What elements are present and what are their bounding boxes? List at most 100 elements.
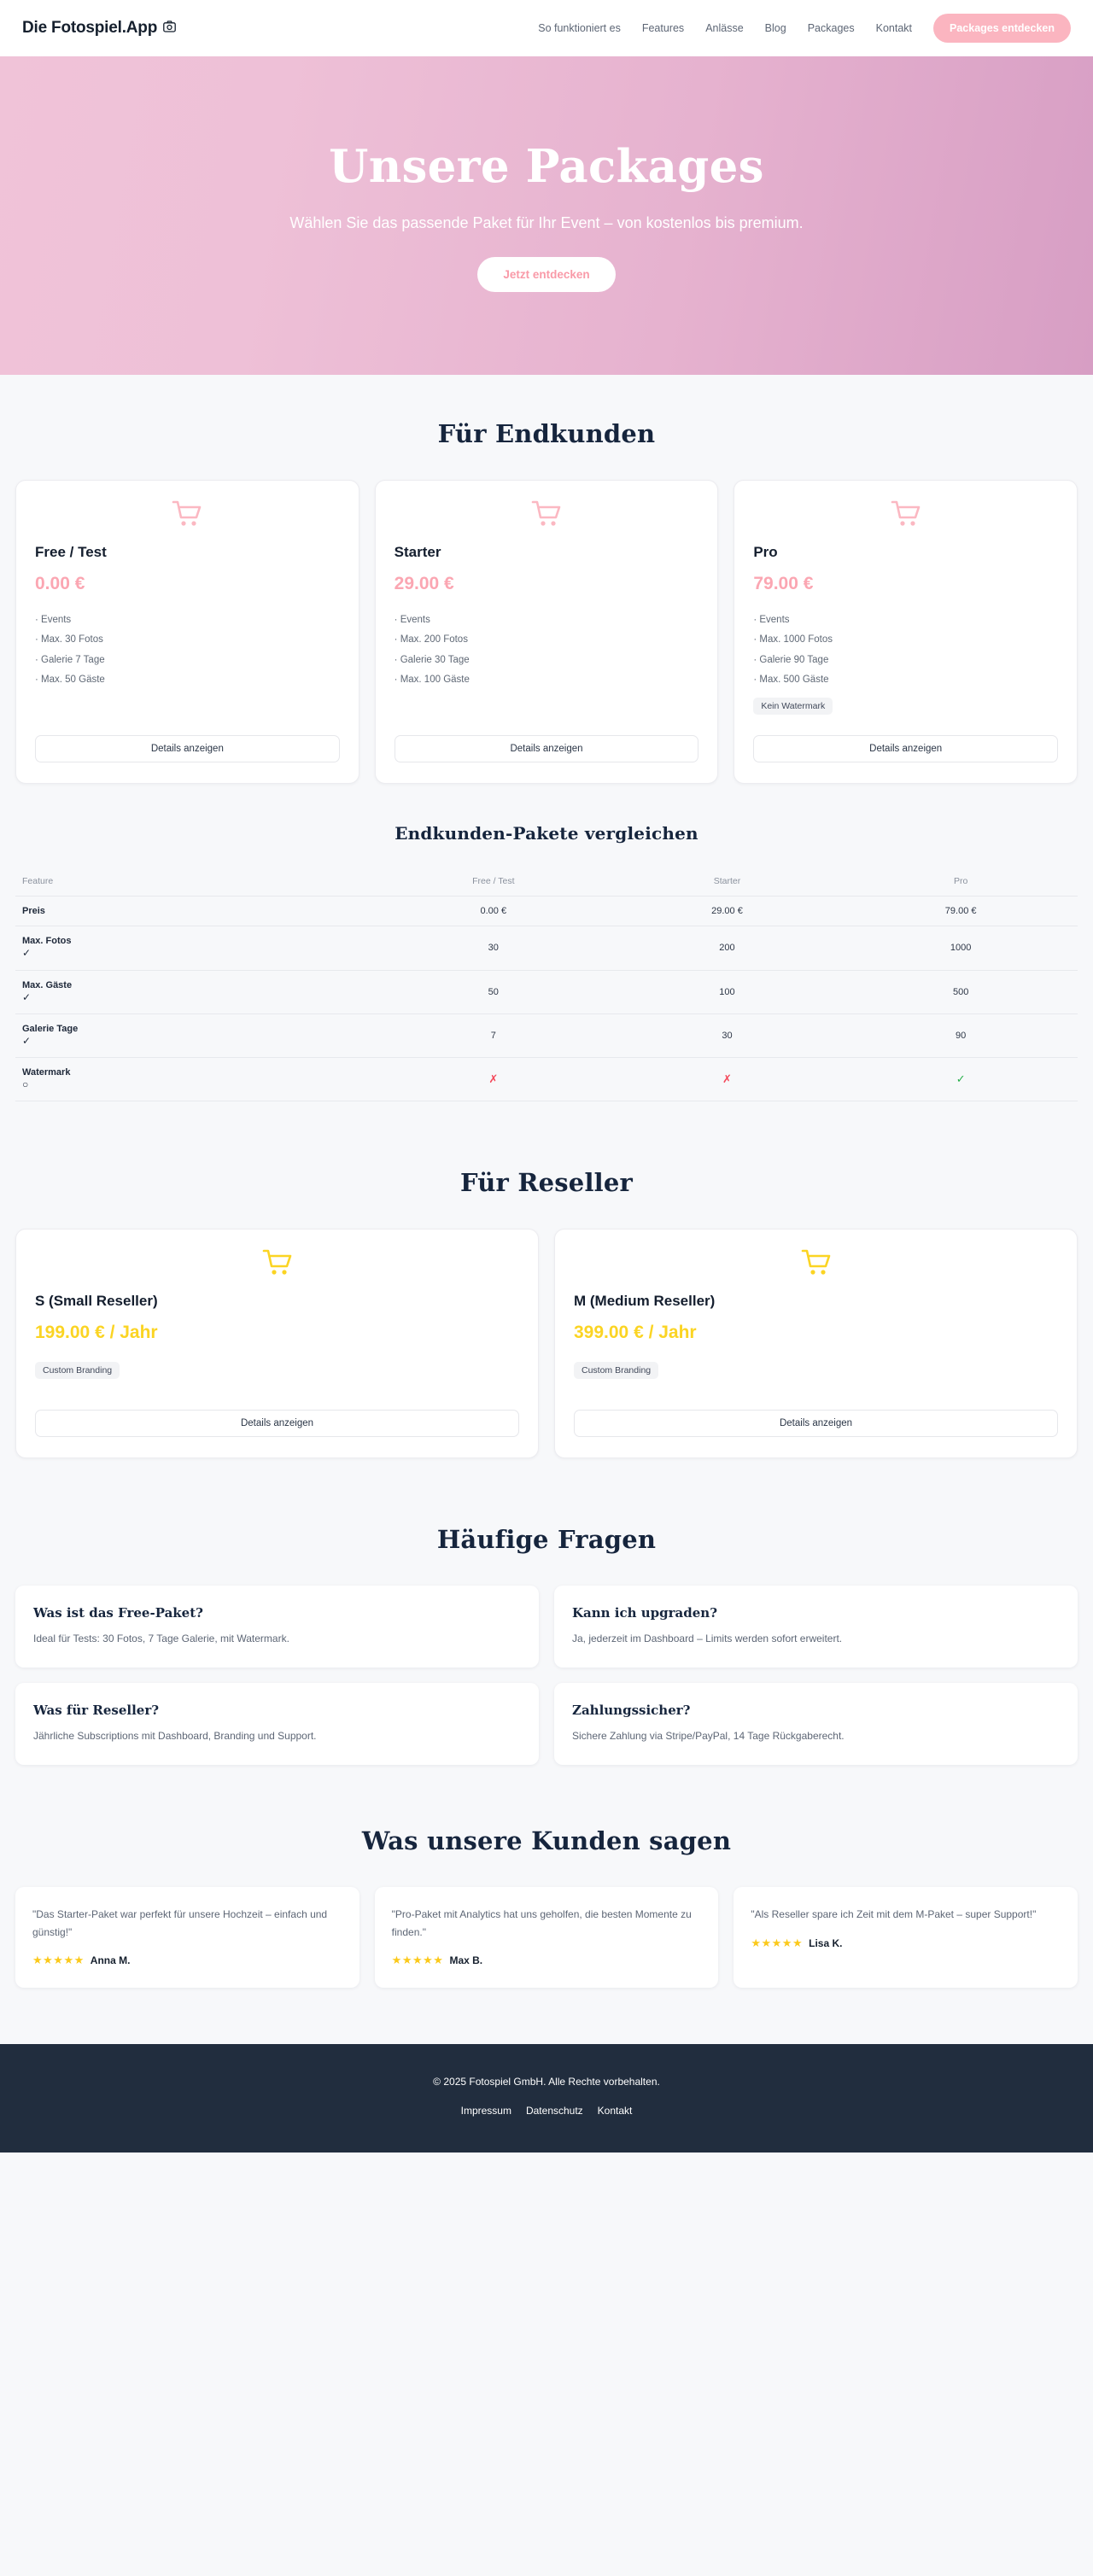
nav-item-kontakt[interactable]: Kontakt [875,22,912,34]
row-value-cell: 29.00 € [610,896,845,927]
endkunden-card-list: Free / Test 0.00 € · Events · Max. 30 Fo… [15,480,1078,785]
circle-icon: ○ [22,1078,29,1090]
card-title: Starter [394,544,441,560]
row-value-cell: ✗ [610,1057,845,1102]
faq-answer: Sichere Zahlung via Stripe/PayPal, 14 Ta… [572,1730,845,1743]
details-anzeigen-button[interactable]: Details anzeigen [35,735,340,763]
testimonial-quote: "Pro-Paket mit Analytics hat uns geholfe… [391,1908,692,1938]
nav-item-packages[interactable]: Packages [807,22,855,34]
table-row: Preis 0.00 € 29.00 € 79.00 € [15,896,1078,927]
testimonial-quote: "Als Reseller spare ich Zeit mit dem M-P… [751,1908,1037,1921]
pricing-card-starter[interactable]: Starter 29.00 € · Events · Max. 200 Foto… [374,480,719,785]
details-anzeigen-button[interactable]: Details anzeigen [35,1410,519,1438]
endkunden-section: Für Endkunden Free / Test 0.00 € · Event… [0,375,1093,785]
row-feature-cell: Watermark ○ [15,1057,377,1102]
hero-section: Unsere Packages Wählen Sie das passende … [0,56,1093,375]
faq-question: Kann ich upgraden? [572,1605,717,1621]
comparison-section: Endkunden-Pakete vergleichen Feature Fre… [0,784,1093,1102]
nav-item-so-funktioniert-es[interactable]: So funktioniert es [538,22,621,34]
feature-item: · Max. 30 Fotos [35,634,103,645]
faq-item[interactable]: Zahlungssicher? Sichere Zahlung via Stri… [554,1683,1078,1766]
testimonial-quote: "Das Starter-Paket war perfekt für unser… [32,1908,328,1938]
cross-icon: ✗ [722,1072,732,1086]
shopping-cart-icon [35,1248,519,1277]
column-header-free-test: Free / Test [376,867,611,897]
testimonial-list: "Das Starter-Paket war perfekt für unser… [15,1887,1078,1989]
row-value-cell: 200 [610,926,845,971]
feature-label: Max. Fotos [22,936,72,947]
card-title: Pro [753,544,778,560]
cross-icon: ✗ [488,1072,499,1086]
faq-question: Was für Reseller? [33,1703,160,1719]
table-header: Feature Free / Test Starter Pro [15,867,1078,897]
table-row: Watermark ○ ✗ ✗ ✓ [15,1057,1078,1102]
site-header: Die Fotospiel.App So funktioniert es Fea… [0,0,1093,56]
testimonial-footer: ★★★★★ Anna M. [32,1954,342,1967]
nav-item-anlaesse[interactable]: Anlässe [705,22,744,34]
faq-answer: Ja, jederzeit im Dashboard – Limits werd… [572,1633,843,1645]
brand-name: Die Fotospiel.App [22,19,158,37]
reseller-title: Für Reseller [459,1168,634,1198]
row-value-cell: ✓ [844,1057,1078,1102]
row-feature-cell: Preis [15,896,377,927]
pricing-card-free-test[interactable]: Free / Test 0.00 € · Events · Max. 30 Fo… [15,480,359,785]
card-title: M (Medium Reseller) [574,1293,716,1310]
pricing-card-medium-reseller[interactable]: M (Medium Reseller) 399.00 € / Jahr Cust… [554,1229,1078,1459]
check-icon: ✓ [22,1034,32,1047]
pricing-card-pro[interactable]: Pro 79.00 € · Events · Max. 1000 Fotos ·… [734,480,1078,785]
feature-item: · Events [35,615,72,625]
faq-question: Was ist das Free-Paket? [33,1605,203,1621]
row-value-cell: ✗ [376,1057,611,1102]
card-title: Free / Test [35,544,107,560]
reseller-card-list: S (Small Reseller) 199.00 € / Jahr Custo… [15,1229,1078,1459]
testimonial-author: Lisa K. [809,1936,843,1949]
feature-item: · Max. 1000 Fotos [753,634,833,645]
footer-copyright: © 2025 Fotospiel GmbH. Alle Rechte vorbe… [433,2076,660,2088]
card-title: S (Small Reseller) [35,1293,158,1310]
hero-title: Unsere Packages [329,139,764,193]
feature-item: · Events [753,615,790,625]
nav-item-blog[interactable]: Blog [764,22,786,34]
footer-link-impressum[interactable]: Impressum [460,2105,511,2117]
feature-label: Galerie Tage [22,1023,79,1034]
row-value-cell: 50 [376,970,611,1014]
table-row: Max. Fotos ✓ 30 200 1000 [15,926,1078,971]
testimonial-author: Anna M. [90,1954,131,1967]
jetzt-entdecken-button[interactable]: Jetzt entdecken [477,256,616,292]
feature-item: · Galerie 90 Tage [753,654,829,665]
star-rating-icon: ★★★★★ [391,1954,444,1967]
row-value-cell: 90 [844,1013,1078,1058]
table-row: Max. Gäste ✓ 50 100 500 [15,970,1078,1014]
details-anzeigen-button[interactable]: Details anzeigen [394,735,699,763]
testimonial-item: "Als Reseller spare ich Zeit mit dem M-P… [734,1887,1078,1989]
row-value-cell: 100 [610,970,845,1014]
brand-logo[interactable]: Die Fotospiel.App [22,19,176,38]
faq-item[interactable]: Was ist das Free-Paket? Ideal für Tests:… [15,1586,539,1668]
feature-item: · Max. 100 Gäste [394,675,470,686]
table-body: Preis 0.00 € 29.00 € 79.00 € Max. Fotos … [15,896,1078,1102]
faq-answer: Jährliche Subscriptions mit Dashboard, B… [33,1730,317,1743]
details-anzeigen-button[interactable]: Details anzeigen [753,735,1059,763]
check-icon: ✓ [22,947,32,960]
footer-link-datenschutz[interactable]: Datenschutz [525,2105,583,2117]
column-header-starter: Starter [610,867,845,897]
star-rating-icon: ★★★★★ [751,1936,804,1949]
shopping-cart-icon [35,499,340,529]
details-anzeigen-button[interactable]: Details anzeigen [574,1410,1058,1438]
nav-item-features[interactable]: Features [641,22,685,34]
faq-item[interactable]: Was für Reseller? Jährliche Subscription… [15,1683,539,1766]
footer-link-kontakt[interactable]: Kontakt [597,2105,633,2117]
footer-link-list: Impressum Datenschutz Kontakt [0,2105,1093,2117]
packages-entdecken-button[interactable]: Packages entdecken [933,14,1071,43]
card-price: 79.00 € [753,574,814,593]
card-price: 199.00 € / Jahr [35,1323,158,1343]
pricing-card-small-reseller[interactable]: S (Small Reseller) 199.00 € / Jahr Custo… [15,1229,539,1459]
testimonial-footer: ★★★★★ Max B. [392,1954,702,1967]
faq-question: Zahlungssicher? [572,1703,691,1719]
site-footer: © 2025 Fotospiel GmbH. Alle Rechte vorbe… [0,2044,1093,2153]
row-value-cell: 30 [376,926,611,971]
faq-item[interactable]: Kann ich upgraden? Ja, jederzeit im Dash… [554,1586,1078,1668]
feature-item: · Max. 200 Fotos [394,634,468,645]
row-value-cell: 7 [376,1013,611,1058]
feature-item: · Galerie 30 Tage [394,654,470,665]
